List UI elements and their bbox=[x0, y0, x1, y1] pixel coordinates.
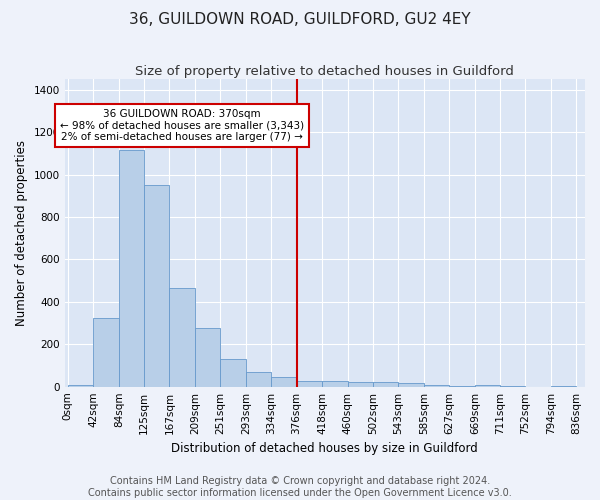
Bar bbox=[475, 384, 500, 386]
Bar bbox=[169, 288, 195, 386]
Bar bbox=[296, 382, 322, 386]
Text: Contains HM Land Registry data © Crown copyright and database right 2024.
Contai: Contains HM Land Registry data © Crown c… bbox=[88, 476, 512, 498]
Bar bbox=[195, 328, 220, 386]
Bar bbox=[322, 382, 347, 386]
Text: 36 GUILDOWN ROAD: 370sqm
← 98% of detached houses are smaller (3,343)
2% of semi: 36 GUILDOWN ROAD: 370sqm ← 98% of detach… bbox=[60, 109, 304, 142]
Bar bbox=[271, 377, 296, 386]
Bar bbox=[424, 384, 449, 386]
Y-axis label: Number of detached properties: Number of detached properties bbox=[15, 140, 28, 326]
Bar bbox=[119, 150, 144, 386]
Bar bbox=[246, 372, 271, 386]
Bar bbox=[347, 382, 373, 386]
Text: 36, GUILDOWN ROAD, GUILDFORD, GU2 4EY: 36, GUILDOWN ROAD, GUILDFORD, GU2 4EY bbox=[129, 12, 471, 28]
Bar bbox=[398, 384, 424, 386]
Bar bbox=[373, 382, 398, 386]
Bar bbox=[68, 384, 93, 386]
Bar bbox=[144, 185, 169, 386]
X-axis label: Distribution of detached houses by size in Guildford: Distribution of detached houses by size … bbox=[172, 442, 478, 455]
Title: Size of property relative to detached houses in Guildford: Size of property relative to detached ho… bbox=[136, 65, 514, 78]
Bar bbox=[93, 318, 119, 386]
Bar bbox=[220, 359, 246, 386]
